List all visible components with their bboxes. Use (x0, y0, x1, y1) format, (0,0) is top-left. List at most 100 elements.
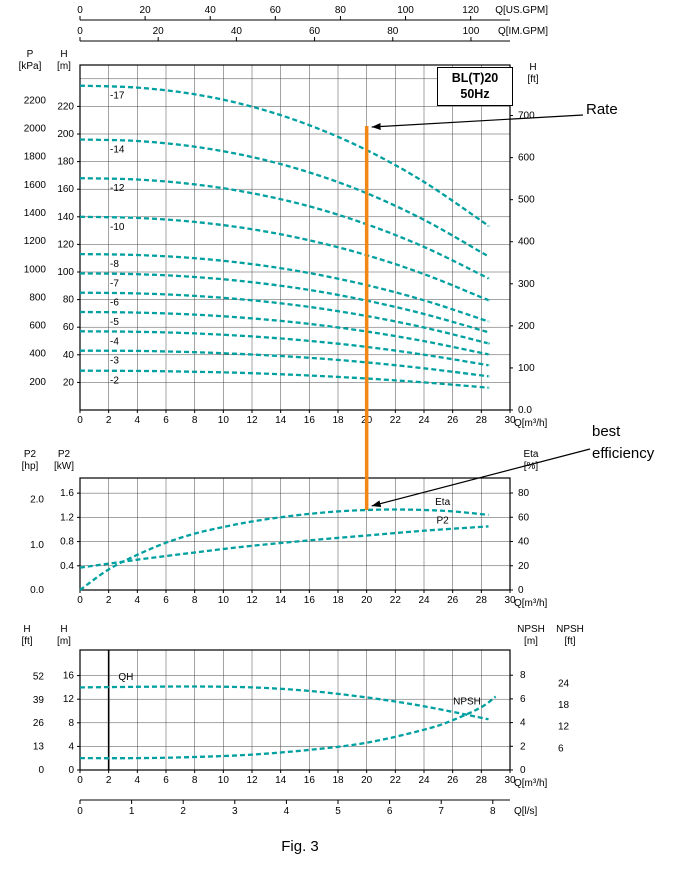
svg-text:80: 80 (518, 488, 530, 499)
svg-text:16: 16 (304, 775, 316, 786)
svg-text:20: 20 (361, 595, 373, 606)
svg-text:600: 600 (29, 321, 46, 332)
svg-text:8: 8 (192, 595, 198, 606)
svg-text:16: 16 (304, 415, 316, 426)
svg-text:400: 400 (518, 237, 535, 248)
svg-text:[ft]: [ft] (527, 74, 538, 85)
svg-text:24: 24 (418, 595, 430, 606)
svg-text:10: 10 (218, 595, 230, 606)
svg-text:6: 6 (163, 775, 169, 786)
svg-text:28: 28 (476, 415, 488, 426)
svg-text:28: 28 (476, 595, 488, 606)
svg-text:Q[m³/h]: Q[m³/h] (514, 598, 548, 609)
svg-text:-12: -12 (110, 183, 125, 194)
svg-text:100: 100 (57, 267, 74, 278)
svg-text:4: 4 (135, 415, 141, 426)
svg-text:4: 4 (520, 718, 526, 729)
svg-text:18: 18 (558, 700, 570, 711)
svg-text:-2: -2 (110, 376, 119, 387)
svg-text:[kPa]: [kPa] (19, 61, 42, 72)
svg-text:100: 100 (518, 363, 535, 374)
svg-text:-6: -6 (110, 298, 119, 309)
svg-text:[kW]: [kW] (54, 461, 74, 472)
rate-arrow (371, 114, 584, 130)
svg-text:10: 10 (218, 775, 230, 786)
curve--6 (79, 291, 490, 345)
curve-Eta (79, 508, 489, 591)
svg-text:P2: P2 (24, 449, 37, 460)
svg-text:18: 18 (332, 415, 344, 426)
curve--17 (79, 84, 490, 228)
svg-text:200: 200 (29, 377, 46, 388)
svg-text:-17: -17 (110, 91, 125, 102)
curve--4 (79, 330, 490, 367)
svg-text:22: 22 (390, 595, 402, 606)
svg-text:6: 6 (163, 595, 169, 606)
svg-text:0: 0 (77, 5, 83, 16)
model-box: BL(T)20 50Hz (437, 67, 513, 106)
curve--14 (79, 138, 490, 258)
svg-text:[ft]: [ft] (564, 636, 575, 647)
svg-text:12: 12 (246, 415, 258, 426)
rate-annotation: Rate (586, 101, 618, 118)
svg-text:10: 10 (218, 415, 230, 426)
svg-text:0.4: 0.4 (60, 561, 74, 572)
svg-text:60: 60 (63, 322, 75, 333)
svg-text:22: 22 (390, 775, 402, 786)
svg-text:12: 12 (63, 694, 75, 705)
svg-text:Q[m³/h]: Q[m³/h] (514, 418, 548, 429)
svg-text:[hp]: [hp] (22, 461, 39, 472)
svg-text:2.0: 2.0 (30, 495, 44, 506)
svg-text:4: 4 (284, 806, 290, 817)
svg-text:80: 80 (335, 5, 347, 16)
svg-text:160: 160 (57, 184, 74, 195)
power-eta-plot: 0.01.02.00.40.81.21.6020406080P2[hp]P2[k… (22, 449, 548, 609)
svg-text:H: H (529, 62, 536, 73)
svg-text:0: 0 (77, 415, 83, 426)
svg-text:6: 6 (558, 743, 564, 754)
svg-text:2: 2 (106, 595, 112, 606)
svg-text:NPSH: NPSH (556, 624, 584, 635)
svg-text:H: H (60, 49, 67, 60)
svg-text:140: 140 (57, 212, 74, 223)
curve-NPSH (79, 695, 497, 760)
svg-text:0.0: 0.0 (518, 405, 532, 416)
svg-text:20: 20 (63, 377, 75, 388)
svg-text:60: 60 (518, 512, 530, 523)
svg-text:300: 300 (518, 279, 535, 290)
svg-text:12: 12 (246, 595, 258, 606)
svg-text:2: 2 (106, 775, 112, 786)
curve--8 (79, 252, 490, 323)
svg-text:40: 40 (518, 537, 530, 548)
svg-text:30: 30 (504, 775, 516, 786)
svg-text:20: 20 (153, 26, 165, 37)
svg-text:28: 28 (476, 775, 488, 786)
svg-text:2: 2 (180, 806, 186, 817)
svg-text:220: 220 (57, 101, 74, 112)
svg-text:8: 8 (192, 775, 198, 786)
svg-text:6: 6 (387, 806, 393, 817)
curve--3 (79, 349, 490, 378)
svg-text:0: 0 (68, 765, 74, 776)
svg-text:2: 2 (520, 741, 526, 752)
svg-text:Q[US.GPM]: Q[US.GPM] (495, 5, 548, 16)
svg-text:80: 80 (63, 295, 75, 306)
svg-text:0: 0 (77, 26, 83, 37)
curve-P2 (79, 525, 489, 569)
svg-text:0.8: 0.8 (60, 537, 74, 548)
svg-text:QH: QH (118, 672, 133, 683)
svg-text:1: 1 (129, 806, 135, 817)
svg-text:[%]: [%] (524, 461, 539, 472)
svg-text:20: 20 (518, 561, 530, 572)
svg-text:1400: 1400 (24, 208, 47, 219)
svg-text:-14: -14 (110, 145, 125, 156)
svg-text:14: 14 (275, 775, 287, 786)
svg-text:30: 30 (504, 595, 516, 606)
svg-text:2200: 2200 (24, 95, 47, 106)
svg-text:12: 12 (246, 775, 258, 786)
svg-text:-8: -8 (110, 259, 119, 270)
svg-text:52: 52 (33, 671, 45, 682)
svg-text:39: 39 (33, 695, 45, 706)
model-name: BL(T)20 (451, 71, 499, 85)
